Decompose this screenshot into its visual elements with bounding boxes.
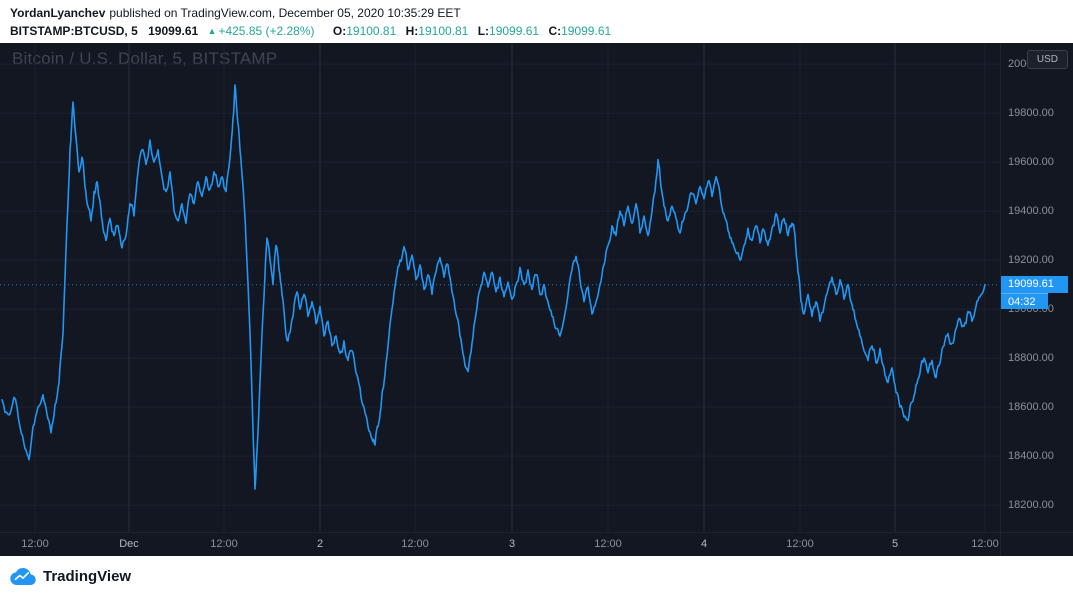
time-tick-label: 12:00	[210, 538, 238, 550]
chart-canvas[interactable]	[0, 43, 1000, 532]
up-arrow-icon: ▲	[207, 26, 217, 36]
time-tick-label: 12:00	[401, 538, 429, 550]
price-tick-label: 18200.00	[1008, 499, 1054, 512]
last-price: 19099.61	[148, 24, 199, 38]
open-label: O:	[332, 24, 347, 38]
low-label: L:	[477, 24, 490, 38]
price-series-line	[1, 84, 986, 490]
author-name: YordanLyanchev	[10, 6, 106, 20]
price-tick-label: 18600.00	[1008, 401, 1054, 414]
chart-container[interactable]: Bitcoin / U.S. Dollar, 5, BITSTAMP USD 1…	[0, 43, 1073, 556]
price-tick-label: 18400.00	[1008, 450, 1054, 463]
price-tick-label: 19200.00	[1008, 254, 1054, 267]
quote-bar: BITSTAMP:BTCUSD, 5 19099.61 ▲ +425.85 (+2…	[10, 23, 1073, 40]
currency-usd-button[interactable]: USD	[1026, 50, 1068, 69]
time-tick-label: 2	[316, 538, 324, 550]
close-value: 19099.61	[561, 24, 612, 38]
time-tick-label: 12:00	[594, 538, 622, 550]
time-tick-label: Dec	[119, 538, 139, 550]
price-tick-label: 19400.00	[1008, 205, 1054, 218]
ohlc-values: O:19100.81 H:19100.81 L:19099.61 C:19099…	[327, 24, 611, 38]
time-tick-label: 12:00	[786, 538, 814, 550]
tradingview-logo-icon[interactable]	[10, 567, 36, 585]
publish-info: published on TradingView.com, December 0…	[109, 6, 461, 20]
last-price-badge: 19099.61	[1001, 276, 1068, 294]
high-value: 19100.81	[418, 24, 469, 38]
close-label: C:	[548, 24, 562, 38]
publish-header: YordanLyanchev published on TradingView.c…	[0, 0, 1073, 43]
price-tick-label: 18800.00	[1008, 352, 1054, 365]
price-change: ▲ +425.85 (+2.28%)	[208, 24, 315, 38]
time-tick-label: 12:00	[21, 538, 49, 550]
publish-line: YordanLyanchev published on TradingView.c…	[10, 5, 1073, 21]
change-text: +425.85 (+2.28%)	[218, 24, 315, 38]
time-tick-label: 5	[891, 538, 899, 550]
price-axis[interactable]: USD 19099.61 04:32 20000.0019800.0019600…	[1000, 43, 1073, 532]
price-tick-label: 19600.00	[1008, 156, 1054, 169]
chart-watermark: Bitcoin / U.S. Dollar, 5, BITSTAMP	[12, 49, 278, 68]
low-value: 19099.61	[489, 24, 540, 38]
time-tick-label: 3	[508, 538, 516, 550]
tradingview-brand[interactable]: TradingView	[43, 567, 132, 585]
symbol-title: BITSTAMP:BTCUSD, 5	[10, 24, 138, 38]
bar-countdown-badge: 04:32	[1001, 293, 1048, 310]
high-label: H:	[405, 24, 419, 38]
open-value: 19100.81	[346, 24, 397, 38]
time-tick-label: 12:00	[971, 538, 999, 550]
footer: TradingView	[0, 556, 1073, 596]
axis-corner	[1000, 532, 1073, 556]
time-axis[interactable]: 12:00 Dec 12:00 2 12:00 3 12:00 4 12:00 5 12:00	[0, 532, 1000, 556]
time-tick-label: 4	[700, 538, 708, 550]
price-tick-label: 19800.00	[1008, 107, 1054, 120]
price-plot[interactable]: Bitcoin / U.S. Dollar, 5, BITSTAMP	[0, 43, 1000, 532]
